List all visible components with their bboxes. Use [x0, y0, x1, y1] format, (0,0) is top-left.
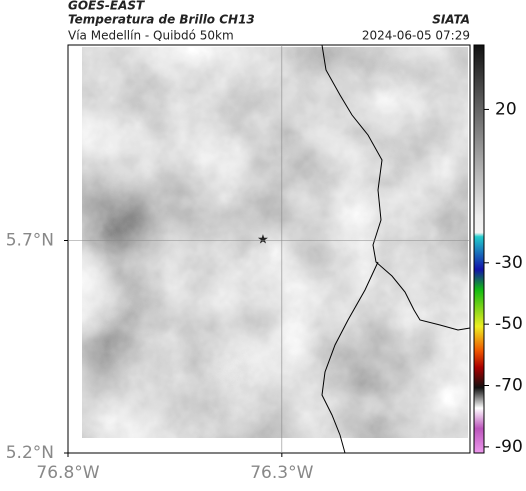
location-marker: ★ [257, 233, 269, 248]
map-frame [67, 44, 471, 454]
satellite-image [82, 47, 468, 438]
colorbar-tick-label: -70 [495, 376, 523, 396]
title: GOES-EAST [68, 0, 145, 13]
source: SIATA [432, 13, 470, 27]
borders [321, 44, 471, 454]
y-tick-label: 5.7°N [6, 231, 54, 251]
y-tick-label: 5.2°N [6, 443, 54, 463]
region: Vía Medellín - Quibdó 50km [68, 29, 234, 43]
colorbar [473, 44, 485, 454]
colorbar-tick-label: -30 [495, 253, 523, 273]
colorbar-tick-label: 20 [495, 99, 517, 119]
datetime: 2024-06-05 07:29 [362, 29, 470, 43]
colorbar-tick-label: -50 [495, 314, 523, 334]
x-tick-label: 76.8°W [36, 463, 99, 483]
colorbar-tick-label: -90 [495, 437, 523, 457]
subtitle: Temperatura de Brillo CH13 [68, 13, 255, 27]
x-tick-label: 76.3°W [250, 463, 313, 483]
